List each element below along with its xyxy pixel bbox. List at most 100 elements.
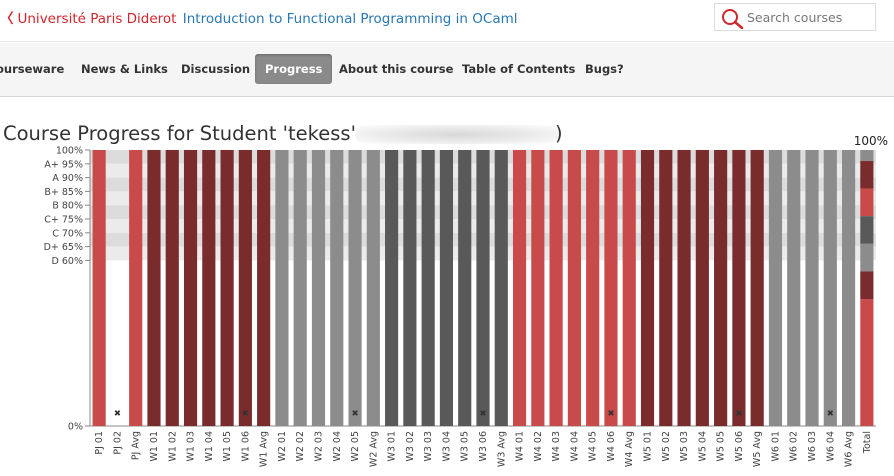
tab-about-course[interactable]: About this course: [339, 62, 454, 76]
tab-table-of-contents[interactable]: Table of Contents: [462, 62, 576, 76]
x-tick-label: W5 Avg: [752, 431, 763, 467]
dropped-marker: ✖: [114, 409, 121, 419]
total-bar-segment: [860, 188, 874, 217]
tab-news-links[interactable]: News & Links: [81, 62, 168, 76]
score-bar: [695, 150, 709, 426]
total-bar-segment: [860, 161, 874, 189]
score-bar: [823, 150, 837, 426]
y-tick-label: D 60%: [52, 256, 83, 267]
y-tick-label: A+ 95%: [44, 159, 83, 170]
x-tick-label: W3 Avg: [496, 431, 507, 467]
x-tick-label: W6 Avg: [844, 431, 855, 467]
x-tick-label: PJ 01: [94, 431, 105, 455]
total-bar-segment: [860, 271, 874, 300]
tab-courseware[interactable]: ourseware: [0, 62, 65, 76]
total-bar-segment: [860, 299, 874, 426]
x-tick-label: W1 01: [149, 431, 160, 462]
score-bar: [458, 150, 472, 426]
score-bar: [385, 150, 399, 426]
university-name: Université Paris Diderot: [17, 11, 177, 27]
x-tick-label: W1 04: [204, 431, 215, 462]
total-bar-segment: [860, 243, 874, 272]
score-bar: [531, 150, 545, 426]
x-tick-label: W4 05: [588, 431, 599, 462]
x-tick-label: W1 02: [167, 431, 178, 462]
y-tick-label: A 90%: [52, 173, 83, 184]
x-tick-label: W2 04: [332, 431, 343, 462]
x-tick-label: W4 06: [606, 431, 617, 462]
x-tick-label: W4 04: [569, 431, 580, 462]
tab-bugs[interactable]: Bugs?: [585, 62, 624, 76]
score-bar: [147, 150, 161, 426]
x-tick-label: W5 02: [661, 431, 672, 462]
score-bar: [238, 150, 252, 426]
x-tick-label: W2 02: [295, 431, 306, 462]
course-title: Introduction to Functional Programming i…: [182, 11, 518, 27]
score-bar: [750, 150, 764, 426]
score-bar: [604, 150, 618, 426]
search-box: [714, 3, 876, 31]
score-bar: [202, 150, 216, 426]
score-bar: [640, 150, 655, 426]
x-tick-label: W3 03: [423, 431, 434, 462]
x-tick-label: W4 03: [551, 431, 562, 462]
x-tick-label: W5 03: [679, 431, 690, 462]
score-bar: [622, 150, 636, 426]
dropped-marker: ✖: [242, 409, 249, 419]
score-bar: [220, 150, 234, 426]
y-tick-label: B 80%: [52, 201, 83, 212]
x-tick-label: W2 05: [350, 431, 361, 462]
redacted-name: [355, 125, 560, 144]
score-bar: [567, 150, 581, 426]
y-tick-label: B+ 85%: [44, 187, 83, 198]
x-tick-label: W1 Avg: [259, 431, 270, 467]
progress-chart: 100% A+ 95% A 90% B+ 85% B 80% C+ 75% C 70% D+ …: [44, 134, 888, 467]
score-bar: [293, 150, 307, 426]
course-brand[interactable]: 〈 Université Paris Diderot Introduction t…: [0, 7, 518, 27]
search-input[interactable]: [747, 6, 873, 28]
dropped-marker: ✖: [351, 409, 358, 419]
x-tick-label: W1 03: [186, 431, 197, 462]
x-tick-label: W3 06: [478, 431, 489, 462]
score-bar: [732, 150, 746, 426]
x-tick-label: W4 01: [515, 431, 526, 462]
page-title-suffix: ): [555, 122, 563, 145]
x-tick-label: W2 01: [277, 431, 288, 462]
score-bar: [330, 150, 344, 426]
score-bar: [311, 150, 326, 426]
x-tick-label: PJ Avg: [131, 431, 142, 460]
total-bar-segment: [860, 216, 874, 244]
score-bar: [257, 150, 271, 426]
x-tick-label: W4 02: [533, 431, 544, 462]
x-tick-label: W6 03: [807, 431, 818, 462]
score-bar: [494, 150, 508, 426]
score-bar: [659, 150, 673, 426]
score-bar: [842, 150, 856, 426]
search-icon[interactable]: [720, 7, 746, 29]
score-bar: [92, 150, 106, 426]
score-bar: [183, 150, 198, 426]
x-tick-label: W2 Avg: [368, 431, 379, 467]
score-bar: [586, 150, 600, 426]
y-tick-label: C 70%: [52, 228, 83, 239]
score-bar: [348, 150, 362, 426]
x-tick-label: Total: [862, 431, 873, 454]
score-bar: [275, 150, 289, 426]
x-tick-label: PJ 02: [112, 431, 123, 455]
score-bar: [403, 150, 417, 426]
total-bar-segment: [860, 150, 874, 162]
x-tick-label: W5 01: [643, 431, 654, 462]
tab-progress[interactable]: Progress: [255, 54, 333, 84]
tab-discussion[interactable]: Discussion: [181, 62, 251, 76]
y-tick-label: 100%: [56, 146, 83, 157]
x-tick-label: W3 05: [460, 431, 471, 462]
dropped-marker: ✖: [607, 409, 614, 419]
total-percent-label: 100%: [854, 134, 888, 148]
logo-mark-icon: 〈: [0, 11, 14, 27]
dropped-marker: ✖: [479, 409, 486, 419]
x-tick-label: W6 02: [789, 431, 800, 462]
x-tick-label: W6 04: [825, 431, 836, 462]
score-bar: [476, 150, 490, 426]
x-tick-label: W4 Avg: [624, 431, 635, 467]
site-header: 〈 Université Paris Diderot Introduction t…: [0, 0, 894, 42]
